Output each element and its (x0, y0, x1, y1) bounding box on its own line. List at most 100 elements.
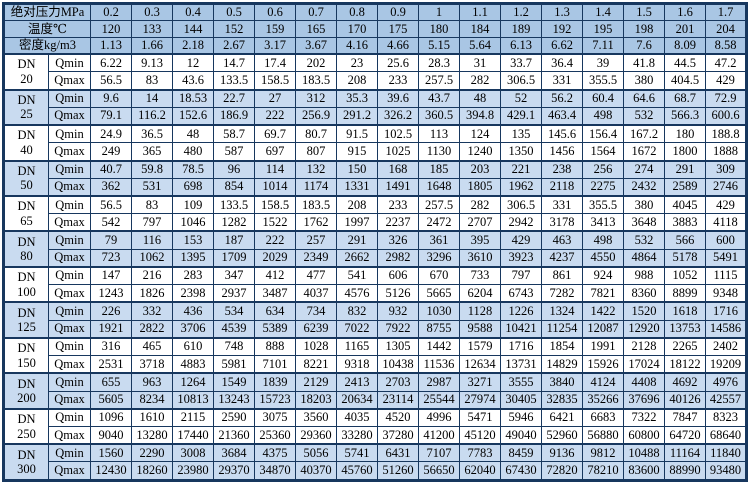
qmax-value-cell: 723 (90, 248, 132, 268)
qmax-value-cell: 4576 (336, 284, 378, 303)
qmax-value-cell: 7282 (541, 284, 583, 303)
qmax-value-cell: 13280 (131, 426, 173, 445)
qmax-value-cell: 13731 (500, 355, 542, 374)
qmin-value-cell: 28.3 (418, 53, 460, 73)
qmin-value-cell: 331 (541, 194, 583, 215)
dn40-qmax-row: Qmax 249 365 480 587 697 807 915 1025 1130 1240 135… (4, 142, 747, 162)
qmin-value-cell: 861 (541, 265, 583, 286)
dn-size-label: 100 (17, 284, 36, 299)
density-value-cell: 4.66 (377, 36, 419, 55)
qmax-value-cell: 45120 (459, 426, 501, 445)
qmax-value-cell: 1962 (500, 177, 542, 197)
qmax-value-cell: 2942 (500, 213, 542, 232)
qmin-value-cell: 734 (295, 301, 337, 321)
dn-size-label: 25 (20, 107, 33, 122)
qmax-value-cell: 158.5 (254, 71, 296, 91)
temperature-value-cell: 204 (705, 20, 747, 38)
qmin-value-cell: 2128 (623, 336, 665, 357)
qmin-value-cell: 39 (582, 53, 624, 73)
qmax-value-cell: 60800 (623, 426, 665, 445)
qmin-value-cell: 3008 (172, 443, 214, 463)
qmin-value-cell: 655 (90, 372, 132, 392)
header-row-temperature: 温度℃ 120 133 144 152 159 165 170 175 180 184 189 192 1… (3, 20, 747, 38)
qmax-value-cell: 13243 (213, 390, 255, 410)
qmax-value-cell: 3648 (623, 213, 665, 232)
qmax-value-cell: 1014 (254, 177, 296, 197)
qmin-value-cell: 4408 (623, 372, 665, 392)
temperature-value-cell: 165 (295, 20, 337, 38)
pressure-value-cell: 1.4 (582, 2, 624, 22)
pressure-value-cell: 1.1 (459, 2, 501, 22)
qmax-value-cell: 2822 (131, 319, 173, 339)
qmin-value-cell: 23 (336, 53, 378, 73)
qmax-value-cell: 480 (172, 142, 214, 162)
qmin-value-cell: 988 (623, 265, 665, 286)
qmax-row-label: Qmax (48, 284, 91, 303)
qmin-value-cell: 412 (254, 265, 296, 286)
qmin-value-cell: 5471 (459, 407, 501, 428)
qmin-row-label: Qmin (48, 336, 91, 357)
qmax-value-cell: 8755 (418, 319, 460, 339)
qmax-value-cell: 2662 (336, 248, 378, 268)
qmax-value-cell: 380 (623, 71, 665, 91)
qmax-value-cell: 404.5 (664, 71, 706, 91)
qmin-value-cell: 36.4 (541, 53, 583, 73)
qmax-value-cell: 18203 (295, 390, 337, 410)
dn-size-label: 65 (20, 213, 33, 228)
qmax-value-cell: 1564 (582, 142, 624, 162)
qmax-value-cell: 8360 (623, 284, 665, 303)
dn250-qmax-row: Qmax 9040 13280 17440 21360 25360 29360 33280 37… (4, 426, 747, 445)
qmax-value-cell: 13753 (664, 319, 706, 339)
qmax-value-cell: 15926 (582, 355, 624, 374)
qmin-value-cell: 5741 (336, 443, 378, 463)
qmin-value-cell: 1422 (582, 301, 624, 321)
qmin-value-cell: 180 (664, 124, 706, 144)
qmin-value-cell: 1549 (213, 372, 255, 392)
qmax-value-cell: 463.4 (541, 106, 583, 126)
qmax-value-cell: 355.5 (582, 71, 624, 91)
qmax-value-cell: 532 (623, 106, 665, 126)
qmin-value-cell: 355.5 (582, 194, 624, 215)
qmin-value-cell: 1115 (705, 265, 747, 286)
qmax-value-cell: 1709 (213, 248, 255, 268)
qmin-row-label: Qmin (48, 407, 91, 428)
qmax-value-cell: 78210 (582, 461, 624, 481)
temperature-value-cell: 159 (254, 20, 296, 38)
density-value-cell: 6.62 (541, 36, 583, 55)
qmax-value-cell: 2349 (295, 248, 337, 268)
qmin-value-cell: 233 (377, 194, 419, 215)
qmax-value-cell: 42557 (705, 390, 747, 410)
header-row-pressure: 绝对压力MPa 0.2 0.3 0.4 0.5 0.6 0.7 0.8 0.9 1 1.1 1.2 1.… (3, 2, 747, 22)
qmin-value-cell: 2987 (418, 372, 460, 392)
qmax-row-label: Qmax (48, 213, 91, 232)
qmax-value-cell: 854 (213, 177, 255, 197)
qmin-value-cell: 40.7 (90, 159, 132, 179)
qmax-value-cell: 12920 (623, 319, 665, 339)
qmax-value-cell: 3718 (131, 355, 173, 374)
qmax-value-cell: 1174 (295, 177, 337, 197)
qmin-value-cell: 64.6 (623, 88, 665, 108)
qmin-value-cell: 395 (459, 230, 501, 250)
density-value-cell: 3.17 (254, 36, 296, 55)
qmin-value-cell: 8323 (705, 407, 747, 428)
pressure-value-cell: 1.3 (541, 2, 583, 22)
qmax-value-cell: 1240 (459, 142, 501, 162)
dn-size-label: 50 (20, 178, 33, 193)
qmax-row-label: Qmax (48, 248, 91, 268)
qmin-value-cell: 312 (295, 88, 337, 108)
temperature-value-cell: 152 (213, 20, 255, 38)
temperature-value-cell: 120 (90, 20, 132, 38)
qmax-value-cell: 23114 (377, 390, 419, 410)
qmin-row-label: Qmin (48, 372, 91, 392)
qmin-value-cell: 4976 (705, 372, 747, 392)
qmin-value-cell: 56.5 (90, 194, 132, 215)
qmax-value-cell: 35266 (582, 390, 624, 410)
qmax-value-cell: 600.6 (705, 106, 747, 126)
qmax-value-cell: 7022 (336, 319, 378, 339)
qmin-value-cell: 283 (172, 265, 214, 286)
dn-cell: DN 65 (3, 194, 49, 232)
qmin-value-cell: 429 (705, 194, 747, 215)
density-value-cell: 1.66 (131, 36, 173, 55)
qmax-value-cell: 32835 (541, 390, 583, 410)
